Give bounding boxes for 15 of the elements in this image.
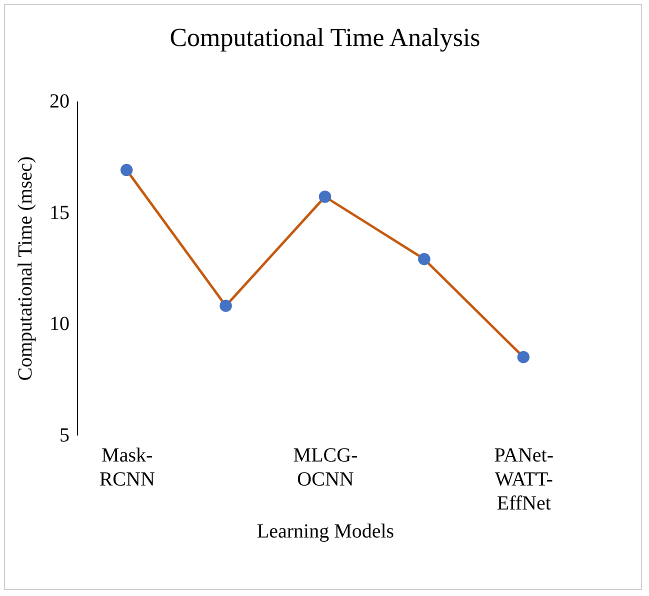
point — [318, 190, 332, 203]
y-tick-label: 15 — [50, 202, 70, 224]
y-axis-title: Computational Time (msec) — [14, 156, 36, 381]
point — [220, 300, 232, 312]
x-axis-title: Learning Models — [256, 520, 394, 542]
chart-title: Computational Time Analysis — [170, 23, 480, 52]
y-tick-label: 20 — [50, 90, 70, 112]
y-tick-label: 10 — [50, 313, 70, 336]
x-tick-label: PANet-WATT-EffNet — [494, 444, 554, 514]
x-tick-label: Mask-RCNN — [99, 444, 155, 490]
point — [120, 164, 133, 176]
x-tick-label: MLCG-OCNN — [293, 444, 358, 490]
point — [517, 350, 530, 364]
y-tick-label: 5 — [60, 424, 70, 446]
point — [418, 252, 430, 266]
